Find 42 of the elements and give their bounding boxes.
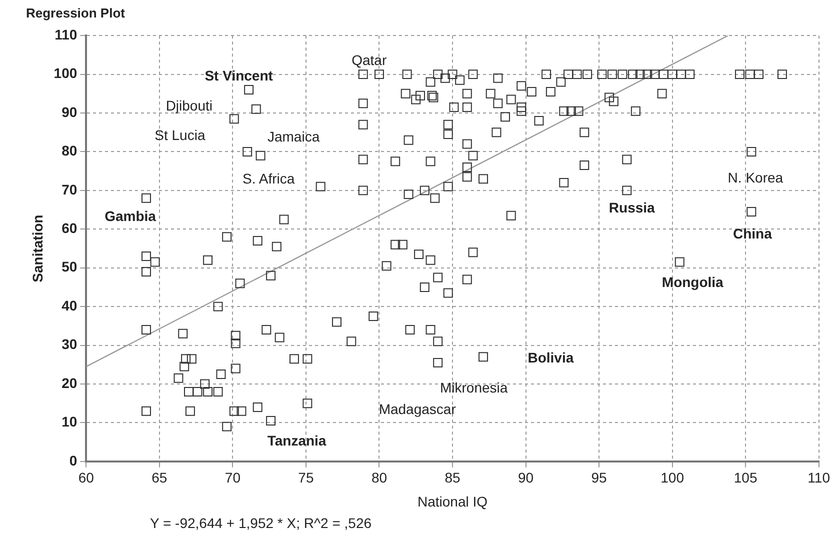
- y-tick-label: 110: [54, 26, 78, 42]
- annotation: S. Africa: [242, 170, 295, 186]
- y-tick-label: 70: [62, 181, 78, 198]
- chart-title: Regression Plot: [26, 5, 126, 20]
- annotation: Qatar: [352, 52, 387, 68]
- x-tick-label: 75: [298, 470, 314, 486]
- annotation: China: [732, 226, 772, 242]
- x-tick-label: 90: [518, 470, 534, 486]
- y-tick-label: 40: [62, 297, 78, 314]
- x-tick-label: 105: [734, 470, 758, 486]
- annotation: Russia: [608, 199, 656, 216]
- text: Y = -92,644 + 1,952 * X; R^2 = ,526: [149, 515, 373, 531]
- annotation: Djibouti: [166, 98, 213, 114]
- x-tick-label: 80: [371, 470, 388, 486]
- y-tick-label: 100: [54, 65, 78, 82]
- y-tick-label: 0: [69, 452, 78, 468]
- annotation: Madagascar: [378, 401, 456, 418]
- annotation: Jamaica: [267, 128, 320, 144]
- annotation: Bolivia: [528, 349, 574, 366]
- y-tick-label: 50: [62, 258, 78, 275]
- y-tick-label: 80: [62, 142, 78, 159]
- y-tick-label: 20: [62, 374, 78, 391]
- x-tick-label: 95: [591, 470, 608, 486]
- annotation: N. Korea: [728, 170, 784, 186]
- y-tick-label: 10: [62, 414, 78, 430]
- annotation: Mongolia: [662, 274, 724, 290]
- x-tick-label: 60: [78, 470, 94, 486]
- annotation: Gambia: [104, 208, 156, 224]
- annotation: St Vincent: [204, 68, 274, 84]
- annotation: St Lucia: [154, 127, 206, 144]
- x-tick-label: 70: [224, 470, 241, 486]
- x-tick-label: 65: [152, 470, 168, 486]
- x-axis-title: National IQ: [417, 493, 488, 510]
- y-tick-label: 60: [62, 220, 78, 236]
- annotation: Tanzania: [267, 432, 326, 449]
- x-tick-label: 85: [444, 470, 460, 486]
- x-tick-label: 110: [808, 470, 830, 486]
- y-tick-label: 30: [62, 336, 78, 352]
- y-tick-label: 90: [62, 104, 78, 120]
- y-axis-title: Sanitation: [29, 214, 46, 282]
- annotation: Mikronesia: [440, 380, 508, 396]
- x-tick-label: 100: [660, 470, 684, 486]
